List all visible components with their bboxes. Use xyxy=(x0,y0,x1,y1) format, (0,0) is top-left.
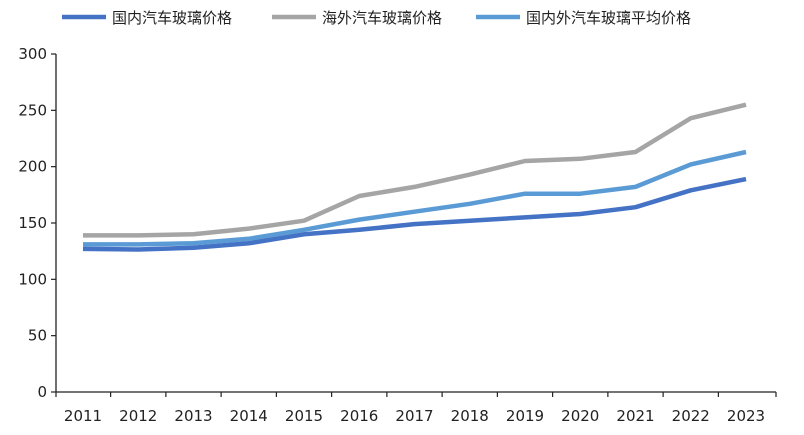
series-line-1 xyxy=(83,102,747,238)
series-layer xyxy=(82,102,747,252)
legend-label: 国内汽车玻璃价格 xyxy=(112,9,232,27)
x-tick-label: 2012 xyxy=(119,407,157,425)
x-tick-label: 2015 xyxy=(285,407,323,425)
legend-item-1: 海外汽车玻璃价格 xyxy=(272,9,442,27)
series-line-0 xyxy=(82,176,747,252)
legend-item-2: 国内外汽车玻璃平均价格 xyxy=(476,9,691,27)
legend: 国内汽车玻璃价格 海外汽车玻璃价格 国内外汽车玻璃平均价格 xyxy=(62,9,691,27)
x-tick-label: 2022 xyxy=(672,407,710,425)
y-tick-label: 250 xyxy=(18,101,47,119)
y-axis: 0 50 100 150 200 250 300 xyxy=(18,45,57,401)
y-tick-label: 150 xyxy=(18,214,47,232)
x-axis: 2011 2012 2013 2014 2015 2016 2017 2018 2019 2020… xyxy=(55,391,777,425)
x-tick-label: 2014 xyxy=(230,407,268,425)
legend-item-0: 国内汽车玻璃价格 xyxy=(62,9,232,27)
x-tick-label: 2018 xyxy=(451,407,489,425)
x-tick-label: 2017 xyxy=(395,407,433,425)
y-tick-label: 50 xyxy=(28,327,47,345)
x-tick-label: 2020 xyxy=(561,407,599,425)
x-tick-label: 2019 xyxy=(506,407,544,425)
x-tick-label: 2011 xyxy=(64,407,102,425)
legend-label: 海外汽车玻璃价格 xyxy=(322,9,442,27)
series-line-2 xyxy=(83,149,747,247)
x-tick-label: 2021 xyxy=(616,407,654,425)
y-tick-label: 0 xyxy=(37,383,47,401)
x-tick-label: 2016 xyxy=(340,407,378,425)
y-tick-label: 200 xyxy=(18,158,47,176)
x-tick-label: 2023 xyxy=(727,407,765,425)
y-tick-label: 100 xyxy=(18,270,47,288)
legend-label: 国内外汽车玻璃平均价格 xyxy=(526,9,691,27)
x-tick-label: 2013 xyxy=(174,407,212,425)
y-tick-label: 300 xyxy=(18,45,47,63)
